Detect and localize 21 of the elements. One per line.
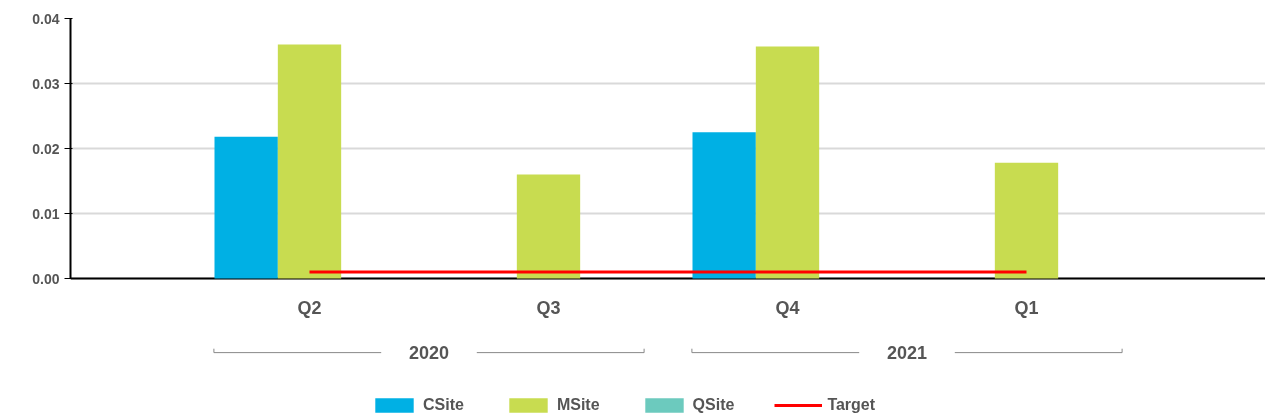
text: 2020 (408, 343, 450, 364)
y-tick-label: 0.04 (32, 10, 60, 27)
text: 2021 (886, 343, 928, 364)
x-tick-label: Q3 (536, 297, 561, 318)
bar (214, 136, 278, 279)
bar (994, 162, 1059, 279)
y-tick-label: 0.00 (32, 270, 60, 287)
bar (277, 44, 342, 279)
bar (516, 174, 581, 279)
y-tick-label: 0.01 (32, 205, 60, 222)
x-tick-label: Q2 (297, 297, 322, 318)
x-tick-label: Q1 (1014, 297, 1039, 318)
y-tick-label: 0.02 (32, 140, 60, 157)
bar (755, 46, 820, 279)
legend-label: CSite (423, 396, 464, 414)
x-tick-label: Q4 (775, 297, 800, 318)
legend-label: MSite (556, 396, 600, 414)
bar (692, 132, 756, 279)
y-tick-label: 0.03 (32, 75, 60, 92)
legend-label: Target (827, 396, 876, 414)
legend-label: QSite (692, 396, 735, 414)
